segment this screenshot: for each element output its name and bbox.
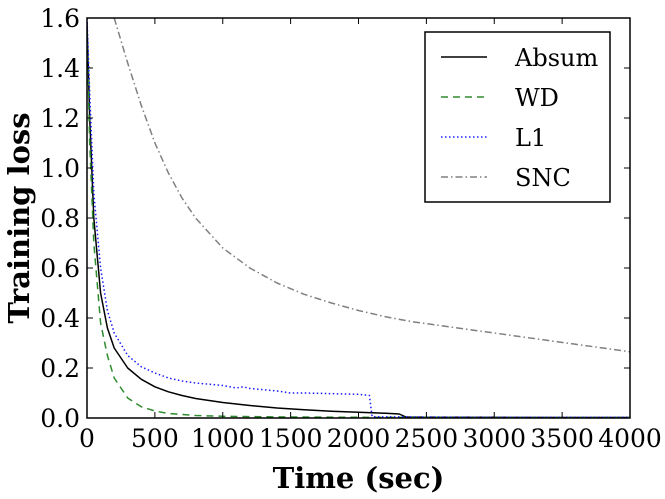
x-tick-label: 3500 bbox=[530, 424, 594, 453]
series-line-l1 bbox=[87, 18, 630, 418]
x-tick-label: 500 bbox=[131, 424, 179, 453]
series-line-wd bbox=[87, 30, 630, 418]
legend: Absum WD L1 SNC bbox=[424, 31, 611, 203]
y-tick-label: 0.6 bbox=[40, 254, 80, 283]
legend-box bbox=[424, 31, 611, 203]
y-tick-label: 1.2 bbox=[40, 104, 80, 133]
y-tick-label: 1.0 bbox=[40, 154, 80, 183]
legend-label-l1: L1 bbox=[515, 124, 546, 152]
x-tick-label: 1500 bbox=[259, 424, 323, 453]
legend-label-absum: Absum bbox=[514, 44, 598, 72]
y-tick-label: 0.8 bbox=[40, 204, 80, 233]
y-tick-label: 0.2 bbox=[40, 354, 80, 383]
x-tick-label: 2000 bbox=[327, 424, 391, 453]
x-axis-title: Time (sec) bbox=[273, 461, 445, 495]
y-tick-label: 0.4 bbox=[40, 304, 80, 333]
x-tick-label: 0 bbox=[79, 424, 95, 453]
x-tick-label: 3000 bbox=[462, 424, 526, 453]
series-layer bbox=[87, 18, 630, 418]
series-line-snc bbox=[113, 18, 630, 353]
legend-label-wd: WD bbox=[515, 84, 559, 112]
y-tick-label: 1.4 bbox=[40, 54, 80, 83]
y-axis-title: Training loss bbox=[2, 112, 36, 323]
y-tick-label: 1.6 bbox=[40, 4, 80, 33]
x-tick-label: 4000 bbox=[598, 424, 662, 453]
legend-label-snc: SNC bbox=[515, 164, 571, 192]
y-tick-label: 0.0 bbox=[40, 404, 80, 433]
x-tick-label: 2500 bbox=[395, 424, 459, 453]
ticks-layer: 0 500 1000 1500 2000 2500 3000 3500 4000 0.0 0.2 0.… bbox=[40, 4, 662, 453]
x-tick-label: 1000 bbox=[191, 424, 255, 453]
